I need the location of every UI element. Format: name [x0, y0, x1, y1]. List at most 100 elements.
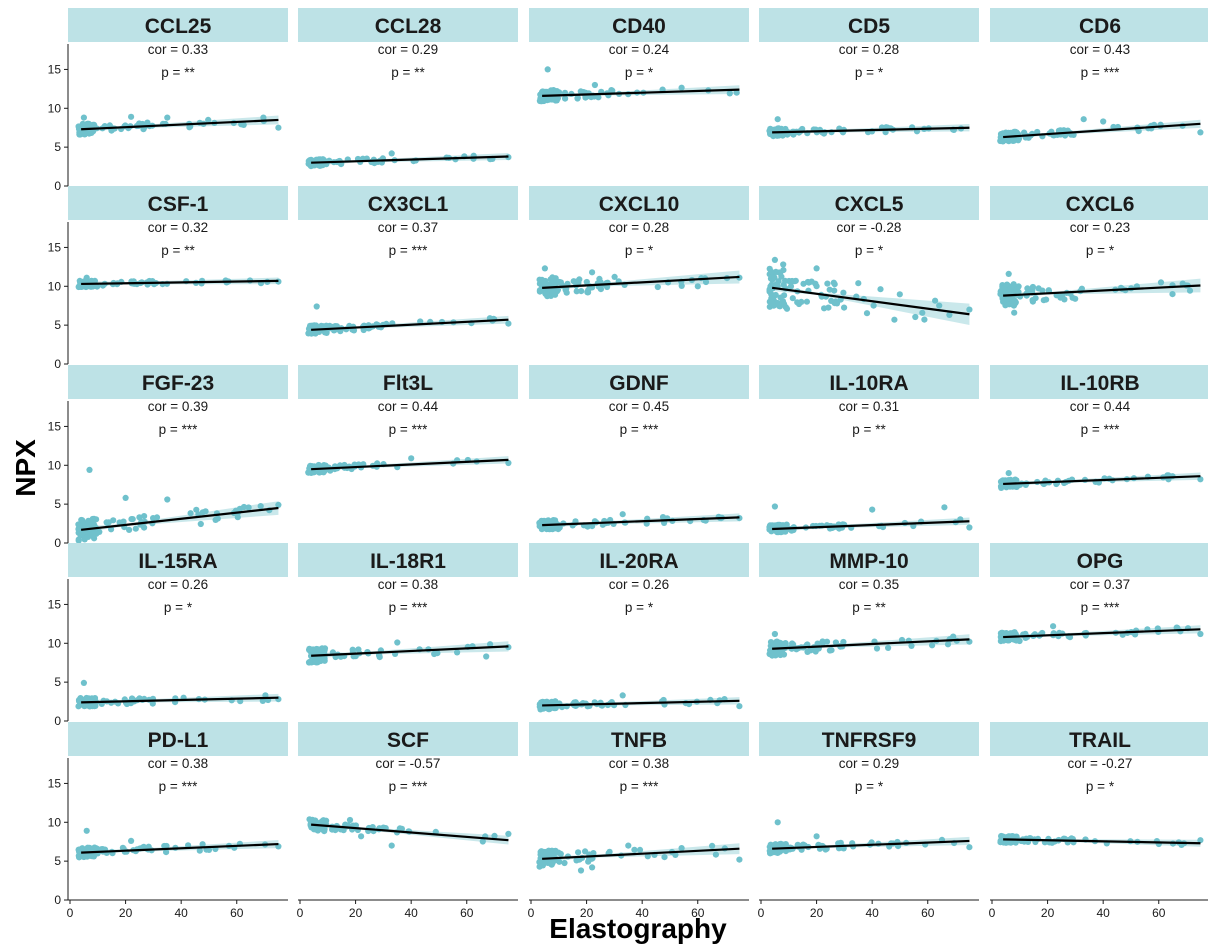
- data-point: [1007, 839, 1014, 846]
- data-point: [79, 120, 86, 127]
- x-tick-label: 40: [404, 906, 418, 920]
- data-point: [479, 838, 486, 845]
- data-point: [83, 274, 90, 281]
- y-tick-label: 5: [54, 675, 61, 689]
- data-point: [771, 630, 779, 638]
- data-point: [609, 87, 616, 94]
- data-point: [736, 703, 743, 710]
- regression-line: [772, 126, 970, 134]
- data-point: [574, 94, 581, 101]
- facet-strip-label: TNFRSF9: [822, 729, 917, 752]
- data-point: [774, 849, 781, 857]
- data-point: [543, 291, 550, 298]
- data-point: [199, 841, 206, 848]
- data-point: [777, 294, 784, 301]
- data-point: [840, 289, 847, 296]
- x-tick-label: 0: [528, 906, 535, 920]
- data-point: [625, 842, 632, 849]
- cor-annotation: cor = 0.37: [378, 220, 438, 235]
- data-point: [396, 825, 403, 832]
- y-tick-label: 15: [48, 240, 62, 254]
- facet-panel: CXCL5 cor = -0.28 p = *: [759, 186, 979, 325]
- facet-panel: IL-18R1 cor = 0.38 p = ***: [298, 543, 518, 666]
- data-point: [869, 506, 876, 513]
- cor-annotation: cor = -0.28: [837, 220, 902, 235]
- y-tick-label: 15: [48, 776, 62, 790]
- data-point: [1011, 300, 1018, 308]
- data-point: [812, 648, 819, 655]
- data-point: [275, 124, 282, 131]
- data-point: [775, 640, 782, 647]
- cor-annotation: cor = 0.35: [839, 577, 899, 592]
- data-point: [275, 501, 282, 508]
- data-point: [78, 526, 85, 533]
- y-tick-label: 0: [54, 179, 61, 193]
- facet-panel: GDNF cor = 0.45 p = ***: [529, 365, 749, 533]
- facet-panel: CCL25 cor = 0.33 p = ** 0 5 10 15: [48, 8, 288, 193]
- data-point: [997, 838, 1004, 846]
- data-point: [774, 116, 781, 123]
- y-tick-label: 15: [48, 62, 62, 76]
- data-point: [585, 858, 592, 865]
- data-point: [896, 291, 903, 298]
- facet-panel: TNFRSF9 cor = 0.29 p = * 0 20 40 60: [758, 722, 979, 920]
- facet-panel: IL-15RA cor = 0.26 p = * 0 5 10 15: [48, 543, 288, 728]
- regression-line: [81, 118, 279, 131]
- data-point: [312, 657, 319, 664]
- data-point: [77, 695, 84, 702]
- data-point: [116, 519, 123, 526]
- data-point: [644, 853, 651, 860]
- facet-panel: IL-10RB cor = 0.44 p = ***: [990, 365, 1208, 491]
- data-point: [536, 863, 543, 870]
- facet-strip: [298, 365, 518, 399]
- data-point: [163, 842, 170, 850]
- regression-line: [772, 638, 970, 650]
- x-tick-label: 20: [349, 906, 363, 920]
- x-tick-label: 40: [174, 906, 188, 920]
- data-point: [128, 113, 135, 120]
- x-tick-label: 40: [635, 906, 649, 920]
- data-point: [577, 867, 585, 874]
- data-point: [946, 311, 953, 318]
- data-point: [547, 860, 555, 868]
- data-point: [150, 515, 157, 522]
- data-point: [891, 316, 898, 323]
- data-point: [556, 524, 563, 531]
- data-point: [544, 66, 551, 73]
- regression-line: [311, 155, 509, 164]
- cor-annotation: cor = 0.31: [839, 399, 899, 414]
- facet-strip-label: FGF-23: [142, 372, 214, 395]
- cor-annotation: cor = 0.38: [378, 577, 438, 592]
- data-point: [1197, 129, 1204, 136]
- data-point: [549, 851, 556, 858]
- data-point: [787, 283, 795, 290]
- data-point: [777, 269, 784, 277]
- data-point: [575, 849, 582, 856]
- data-point: [771, 503, 779, 510]
- cor-annotation: cor = 0.26: [609, 577, 669, 592]
- data-point: [240, 503, 248, 511]
- facet-strip-label: IL-20RA: [599, 550, 678, 573]
- data-point: [81, 702, 89, 710]
- facet-panel: MMP-10 cor = 0.35 p = **: [759, 543, 979, 659]
- data-point: [589, 523, 596, 530]
- x-tick-label: 0: [989, 906, 996, 920]
- x-tick-label: 60: [230, 906, 244, 920]
- data-point: [164, 496, 171, 503]
- cor-annotation: cor = 0.38: [609, 756, 669, 771]
- data-point: [76, 848, 83, 855]
- p-annotation: p = ***: [1081, 65, 1120, 80]
- x-tick-label: 0: [297, 906, 304, 920]
- y-tick-label: 10: [48, 458, 62, 472]
- data-point: [712, 851, 720, 858]
- regression-line: [1003, 838, 1201, 845]
- data-point: [772, 291, 779, 299]
- data-point: [505, 320, 512, 327]
- facet-panel: CCL28 cor = 0.29 p = **: [298, 8, 518, 170]
- data-point: [1005, 270, 1012, 277]
- data-point: [863, 310, 871, 317]
- p-annotation: p = **: [852, 422, 886, 437]
- data-point: [591, 81, 599, 89]
- cor-annotation: cor = 0.37: [1070, 577, 1130, 592]
- data-point: [86, 466, 93, 473]
